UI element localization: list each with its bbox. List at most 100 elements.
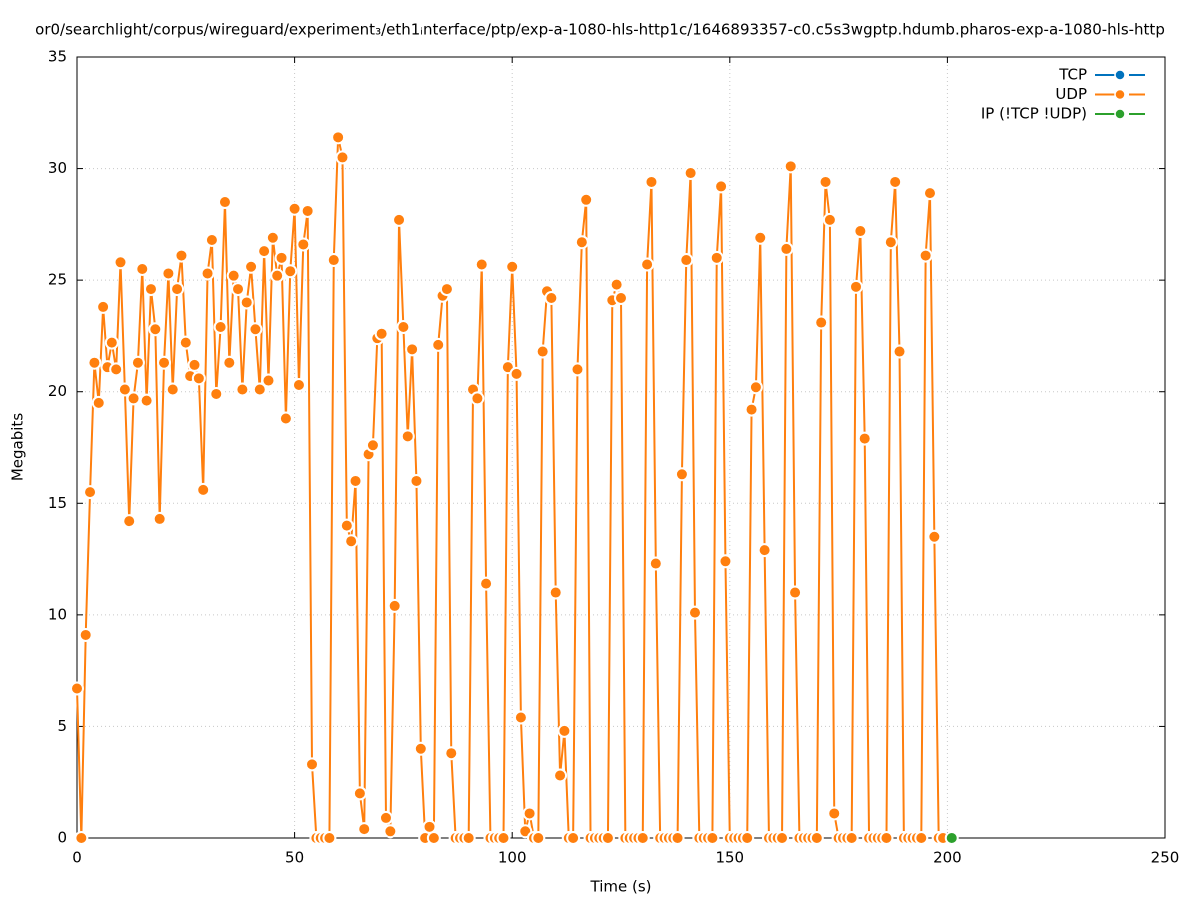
data-point [231,282,246,297]
data-point [122,514,137,529]
data-point [344,534,359,549]
data-point [252,382,267,397]
data-point [531,831,546,845]
data-point [409,473,424,488]
data-point [883,235,898,250]
data-point [374,326,389,341]
data-point [383,824,398,839]
data-point [505,259,520,274]
y-tick-label: 0 [57,829,67,847]
data-point [927,529,942,544]
data-point [944,831,959,845]
data-point [130,355,145,370]
y-tick-label: 30 [48,159,67,177]
data-point [496,831,511,845]
legend-marker [1114,108,1126,120]
y-tick-label: 25 [48,271,67,289]
data-point [479,576,494,591]
data-point [844,831,859,845]
x-tick-label: 100 [498,849,527,867]
y-tick-label: 35 [48,48,67,66]
data-point [670,831,685,845]
data-point [431,337,446,352]
data-point [849,279,864,294]
data-point [91,395,106,410]
data-point [222,355,237,370]
data-point [683,166,698,181]
x-tick-label: 250 [1151,849,1180,867]
data-point [687,605,702,620]
data-point [387,598,402,613]
data-point [187,357,202,372]
data-point [296,237,311,252]
data-point [339,518,354,533]
data-point [291,378,306,393]
data-point [548,585,563,600]
data-point [209,386,224,401]
data-point [814,315,829,330]
data-point [809,831,824,845]
data-point [439,282,454,297]
data-point [300,203,315,218]
data-point [200,266,215,281]
data-point [326,253,341,268]
data-point [914,831,929,845]
data-point [226,268,241,283]
legend-marker [1114,69,1126,81]
data-point [152,511,167,526]
data-point [305,757,320,772]
data-point [117,382,132,397]
data-point [509,366,524,381]
data-point [348,473,363,488]
data-point [378,810,393,825]
data-point [783,159,798,174]
data-point [757,543,772,558]
data-point [135,261,150,276]
data-point [257,244,272,259]
data-point [235,382,250,397]
data-point [740,831,755,845]
data-point [335,150,350,165]
data-point [553,768,568,783]
data-point [178,335,193,350]
data-point [204,232,219,247]
data-point [818,174,833,189]
data-point [718,554,733,569]
data-point [170,282,185,297]
data-point [513,710,528,725]
data-point [196,482,211,497]
data-point [461,831,476,845]
data-point [352,786,367,801]
data-point [104,335,119,350]
x-tick-label: 0 [72,849,82,867]
data-point [274,250,289,265]
data-point [239,295,254,310]
data-point [413,741,428,756]
data-point [139,393,154,408]
data-point [714,179,729,194]
data-point [265,230,280,245]
data-point [705,831,720,845]
data-point [270,268,285,283]
y-tick-label: 5 [57,717,67,735]
data-point [470,391,485,406]
data-point [748,380,763,395]
legend-label: UDP [1055,85,1087,103]
data-point [579,192,594,207]
data-point [161,266,176,281]
x-tick-label: 200 [933,849,962,867]
y-axis-label: Megabits [9,413,27,481]
data-point [248,322,263,337]
data-point [892,344,907,359]
data-point [191,371,206,386]
data-point [888,174,903,189]
data-point [400,429,415,444]
data-point [217,195,232,210]
data-point [775,831,790,845]
data-point [322,831,337,845]
data-point [788,585,803,600]
data-point [165,382,180,397]
data-point [261,373,276,388]
